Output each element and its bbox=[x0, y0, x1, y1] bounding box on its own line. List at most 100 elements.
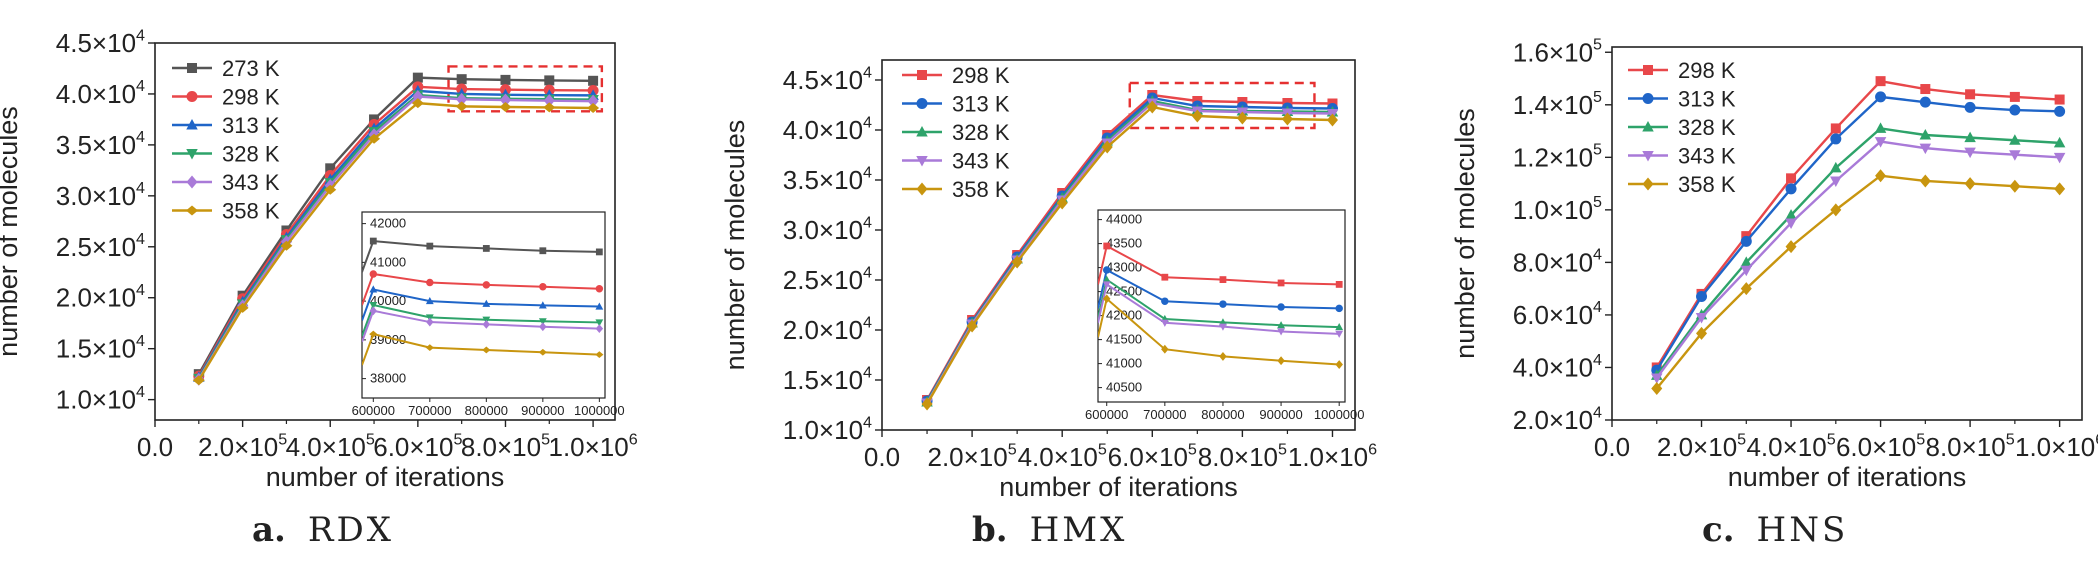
series-point-c-4 bbox=[1830, 203, 1842, 217]
series-point-a-5 bbox=[455, 101, 468, 112]
x-tick-label-c: 2.0×105 bbox=[1657, 430, 1746, 462]
inset-series-point-b-4 bbox=[1219, 351, 1227, 361]
inset-series-point-a-2 bbox=[538, 301, 547, 309]
legend-label-b-4: 358 K bbox=[952, 177, 1010, 202]
inset-series-point-a-5 bbox=[482, 346, 491, 354]
legend-marker-c-2 bbox=[1642, 121, 1654, 132]
y-tick-label-a: 3.5×104 bbox=[56, 128, 145, 160]
legend-label-a-5: 358 K bbox=[222, 199, 280, 224]
inset-y-tick-label-a: 41000 bbox=[370, 254, 406, 269]
panel-letter-a: a. bbox=[252, 510, 286, 550]
inset-series-group-b bbox=[1098, 242, 1344, 369]
series-line-c-2 bbox=[1655, 127, 2060, 377]
series-point-c-3 bbox=[2009, 150, 2021, 161]
inset-y-tick-label-b: 43500 bbox=[1106, 236, 1142, 251]
series-point-c-4 bbox=[1785, 240, 1797, 254]
inset-series-point-a-4 bbox=[482, 319, 491, 329]
inset-x-tick-label-b: 600000 bbox=[1085, 407, 1128, 422]
series-point-a-5 bbox=[324, 184, 337, 195]
inset-a: 600000 700000 800000 900000 1000000380003900… bbox=[352, 211, 625, 418]
series-point-c-4 bbox=[1740, 282, 1752, 296]
series-point-c-1 bbox=[1875, 91, 1887, 103]
y-axis-label-a: number of molecules bbox=[0, 106, 23, 357]
legend-label-a-1: 298 K bbox=[222, 85, 280, 110]
plot-frame-c bbox=[1611, 46, 2083, 421]
x-tick-label-b: 2.0×105 bbox=[927, 440, 1016, 472]
inset-series-point-a-3 bbox=[595, 319, 604, 327]
inset-series-group-a bbox=[362, 237, 604, 366]
series-point-b-4 bbox=[921, 397, 933, 411]
y-tick-label-c: 1.4×105 bbox=[1513, 88, 1602, 120]
chart-b: 0.0 2.0×105 4.0×105 6.0×105 8.0×105 1.0×106 1.… bbox=[720, 59, 1377, 502]
series-point-c-4 bbox=[1875, 169, 1887, 183]
x-tick-label-b: 6.0×105 bbox=[1108, 440, 1197, 472]
series-point-c-2 bbox=[1830, 161, 1842, 173]
inset-series-point-b-4 bbox=[1161, 344, 1169, 354]
x-tick-label-a: 6.0×105 bbox=[373, 430, 462, 462]
series-point-c-2 bbox=[1919, 128, 1932, 140]
legend-marker-a-3 bbox=[186, 149, 198, 160]
inset-series-line-a-1 bbox=[362, 272, 600, 306]
y-tick-label-b: 3.5×104 bbox=[783, 163, 872, 195]
legend-label-a-3: 328 K bbox=[222, 142, 280, 167]
y-axis-label-b: number of molecules bbox=[720, 120, 750, 371]
inset-y-tick-label-a: 40000 bbox=[370, 293, 406, 308]
inset-series-line-a-0 bbox=[362, 239, 600, 273]
y-tick-label-b: 2.5×104 bbox=[783, 263, 872, 295]
inset-series-point-b-3 bbox=[1160, 319, 1169, 327]
y-tick-label-b: 4.5×104 bbox=[783, 63, 872, 95]
x-tick-label-a: 2.0×105 bbox=[198, 430, 287, 462]
y-tick-label-a: 2.5×104 bbox=[56, 230, 145, 262]
inset-series-point-b-4 bbox=[1335, 360, 1343, 369]
series-point-b-4 bbox=[1101, 140, 1113, 154]
inset-series-point-b-0 bbox=[1219, 276, 1227, 283]
legend-marker-a-0 bbox=[187, 63, 197, 73]
series-point-a-5 bbox=[543, 102, 556, 113]
series-point-b-4 bbox=[1146, 100, 1158, 114]
legend-label-c-4: 358 K bbox=[1678, 172, 1736, 197]
y-axis-label-c: number of molecules bbox=[1450, 108, 1480, 359]
inset-series-point-a-1 bbox=[539, 283, 547, 291]
legend-marker-c-1 bbox=[1642, 93, 1654, 104]
inset-y-tick-label-b: 41000 bbox=[1106, 356, 1142, 371]
series-point-c-0 bbox=[1786, 173, 1797, 184]
y-tick-label-c: 6.0×104 bbox=[1513, 298, 1602, 330]
legend-label-c-3: 343 K bbox=[1678, 144, 1736, 169]
inset-y-tick-label-b: 44000 bbox=[1106, 212, 1142, 227]
panel-name-b: HMX bbox=[1029, 510, 1128, 550]
inset-y-tick-label-b: 41500 bbox=[1106, 332, 1142, 347]
inset-series-point-b-0 bbox=[1335, 281, 1343, 288]
inset-series-point-a-0 bbox=[426, 242, 434, 250]
inset-series-point-b-4 bbox=[1277, 356, 1285, 366]
y-tick-label-b: 2.0×104 bbox=[783, 313, 872, 345]
inset-series-point-b-1 bbox=[1335, 304, 1343, 313]
series-point-c-2 bbox=[1874, 122, 1887, 133]
inset-series-line-b-2 bbox=[1098, 277, 1340, 329]
series-point-c-0 bbox=[1965, 89, 1976, 100]
inset-y-tick-label-a: 38000 bbox=[370, 371, 406, 386]
series-line-a-1 bbox=[197, 85, 594, 377]
y-tick-label-a: 1.0×104 bbox=[56, 383, 145, 415]
series-point-c-3 bbox=[2053, 152, 2066, 164]
series-point-c-2 bbox=[1740, 256, 1753, 267]
x-tick-label-c: 0.0 bbox=[1594, 432, 1630, 462]
inset-series-point-b-4 bbox=[1102, 294, 1111, 304]
legend-marker-a-2 bbox=[186, 119, 198, 130]
series-point-a-4 bbox=[587, 94, 599, 108]
series-line-c-0 bbox=[1655, 79, 2060, 369]
legend-label-a-2: 313 K bbox=[222, 113, 280, 138]
series-point-c-2 bbox=[1785, 209, 1797, 220]
y-tick-label-c: 2.0×104 bbox=[1513, 403, 1602, 435]
inset-x-tick-label-b: 700000 bbox=[1143, 407, 1186, 422]
inset-x-tick-label-a: 600000 bbox=[352, 403, 395, 418]
series-point-a-5 bbox=[192, 375, 205, 386]
legend-label-b-2: 328 K bbox=[952, 120, 1010, 145]
inset-series-point-a-5 bbox=[595, 351, 604, 358]
inset-series-point-a-2 bbox=[482, 299, 491, 307]
series-point-c-4 bbox=[2009, 179, 2021, 193]
x-axis-label-b: number of iterations bbox=[999, 472, 1238, 502]
inset-series-point-a-2 bbox=[595, 302, 604, 310]
y-tick-label-c: 1.6×105 bbox=[1513, 36, 1602, 68]
panel-letter-b: b. bbox=[972, 510, 1008, 550]
